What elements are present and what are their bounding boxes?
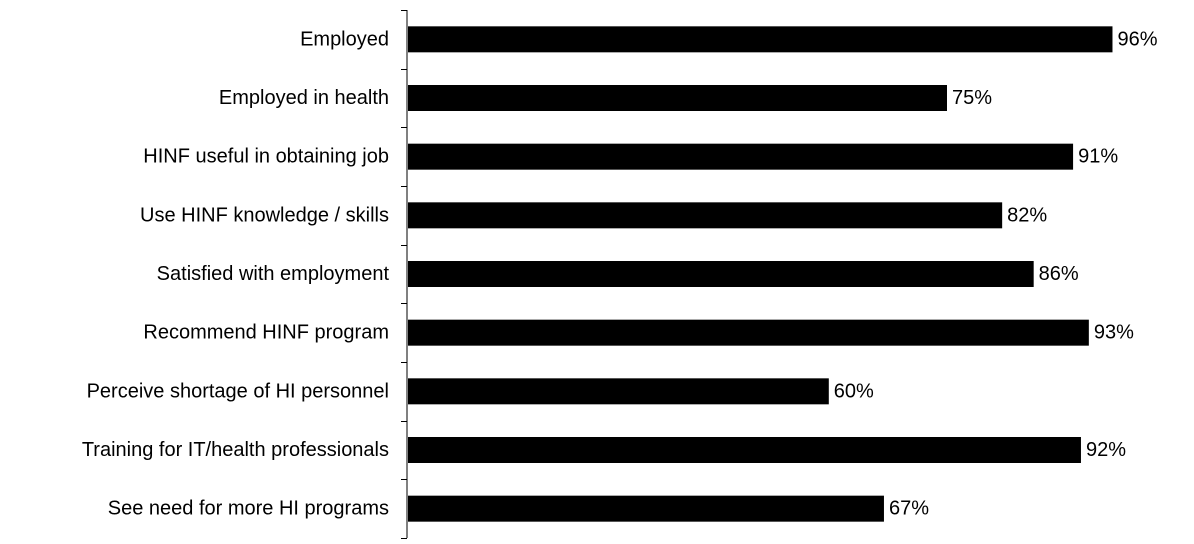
bar: [408, 261, 1034, 287]
category-label-layer: Employed Employed in health HINF useful in…: [82, 28, 390, 519]
bar: [408, 143, 1074, 170]
data-label: 67%: [889, 498, 929, 520]
data-label-layer: 96% 75% 91% 82% 86% 93% 60% 92% 67%: [834, 28, 1158, 519]
bar: [408, 202, 1003, 229]
data-label: 91%: [1078, 146, 1118, 168]
data-label: 93%: [1094, 322, 1134, 344]
data-label: 60%: [834, 380, 874, 402]
data-label: 96%: [1117, 28, 1157, 50]
axis-layer: [401, 10, 408, 539]
category-label: HINF useful in obtaining job: [143, 146, 389, 168]
bar-layer: [408, 26, 1113, 522]
data-label: 82%: [1007, 204, 1047, 226]
data-label: 86%: [1039, 263, 1079, 285]
data-label: 92%: [1086, 439, 1126, 461]
category-label: Employed: [300, 28, 389, 50]
bar: [408, 437, 1081, 463]
bar: [408, 319, 1089, 346]
bar: [408, 378, 829, 405]
bar: [408, 26, 1113, 53]
bar: [408, 495, 884, 522]
category-label: Employed in health: [219, 87, 389, 109]
category-label: Satisfied with employment: [157, 263, 390, 285]
category-label: Use HINF knowledge / skills: [140, 204, 389, 226]
category-label: Recommend HINF program: [143, 322, 389, 344]
bar: [408, 85, 947, 111]
category-label: Training for IT/health professionals: [82, 439, 389, 461]
category-label: Perceive shortage of HI personnel: [87, 380, 389, 402]
data-label: 75%: [952, 87, 992, 109]
category-label: See need for more HI programs: [108, 498, 389, 520]
